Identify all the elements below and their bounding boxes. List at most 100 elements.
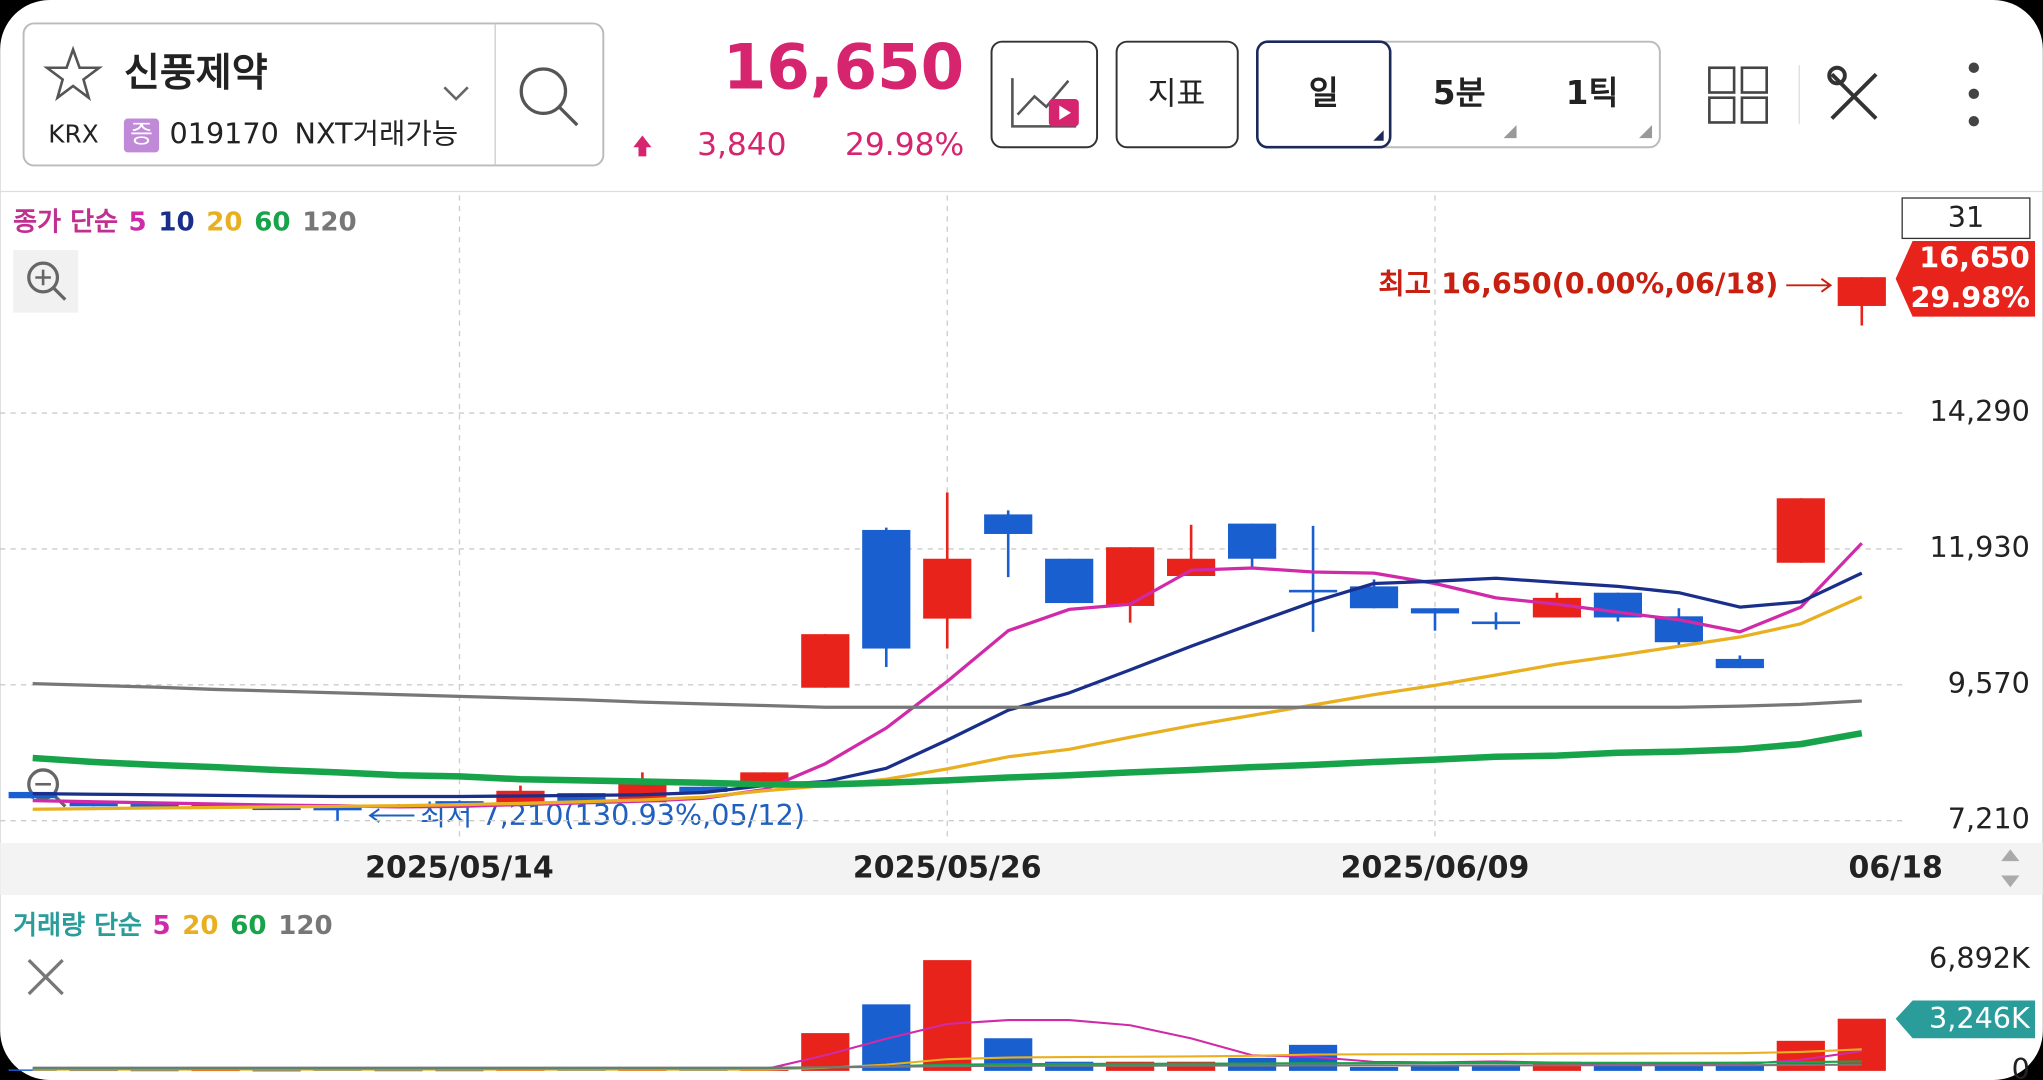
- volume-bar: [1715, 1065, 1764, 1071]
- indicator-label: 지표: [1148, 76, 1206, 112]
- nxt-label: NXT거래가능: [295, 116, 459, 150]
- dot: [1968, 88, 1980, 100]
- day-label: 일: [1309, 74, 1339, 112]
- candle-body: [1837, 277, 1886, 306]
- price-tag-value: 16,650: [1919, 240, 2030, 274]
- volume-tag-value: 3,246K: [1929, 1001, 2031, 1035]
- zoom-glass: [27, 261, 60, 294]
- candle-body: [679, 786, 728, 792]
- 5min-label[interactable]: 5분: [1433, 74, 1486, 112]
- volume-bar: [1776, 1040, 1825, 1071]
- candle-body: [1227, 523, 1277, 559]
- volume-bar: [1532, 1061, 1582, 1071]
- candle-body: [130, 804, 179, 808]
- x-tick-label: 2025/06/09: [1341, 850, 1530, 885]
- legend-item: 60: [230, 911, 266, 941]
- ma-line: [32, 595, 1863, 811]
- price-tag: [1895, 241, 2036, 317]
- ma-line: [32, 1063, 1862, 1069]
- volume-bar: [1471, 1065, 1521, 1071]
- count-box: [1901, 197, 2031, 240]
- ma-line: [32, 571, 1863, 799]
- zoom-in[interactable]: [13, 250, 79, 313]
- candle-body: [1045, 558, 1094, 604]
- layout-button[interactable]: [1708, 66, 1768, 124]
- candle-body: [313, 807, 362, 811]
- current-price: 16,650: [723, 31, 964, 104]
- search-icon-handle: [557, 105, 579, 127]
- scroll-down[interactable]: [2001, 875, 2020, 888]
- zoom-bg: [13, 250, 79, 313]
- volume-bar: [1654, 1065, 1703, 1071]
- volume-bar: [862, 1004, 911, 1071]
- y-tick-label: 7,210: [1948, 802, 2030, 836]
- candle-body: [862, 529, 911, 649]
- legend-item: 60: [254, 207, 290, 237]
- x-tick-label: 2025/05/26: [853, 850, 1042, 885]
- legend-item: 20: [206, 207, 242, 237]
- search-button[interactable]: [519, 67, 579, 127]
- grid-cell: [1708, 96, 1736, 124]
- candle-body: [69, 802, 118, 807]
- stock-name: 신풍제약: [124, 51, 268, 96]
- candle-body: [435, 801, 484, 804]
- legend-title: 거래량 단순: [13, 911, 142, 941]
- chart-play-button[interactable]: [990, 40, 1099, 149]
- y-tick-label: 9,570: [1948, 666, 2030, 700]
- candle-body: [1410, 608, 1460, 614]
- close-volume[interactable]: [27, 958, 64, 996]
- grid-cell: [1740, 66, 1768, 94]
- legend-item: 20: [182, 911, 218, 941]
- change-rate: 29.98%: [845, 127, 964, 163]
- icon-play: [1059, 105, 1072, 120]
- volume-tag: [1895, 1000, 2036, 1039]
- ma-line: [32, 682, 1862, 709]
- tools-button[interactable]: [1827, 65, 1878, 120]
- candle-body: [1288, 589, 1338, 593]
- low-arrow: [368, 808, 415, 823]
- legend-item: 120: [278, 911, 332, 941]
- star-icon[interactable]: [43, 45, 104, 102]
- price-tag-rate: 29.98%: [1910, 281, 2029, 315]
- search-icon: [519, 67, 568, 115]
- stock-selector[interactable]: [22, 22, 605, 167]
- zoom-glass: [27, 768, 60, 801]
- legend-item: 5: [128, 207, 146, 237]
- candle-body: [801, 634, 850, 688]
- market: KRX: [48, 119, 98, 148]
- ma-line: [32, 1048, 1862, 1071]
- volume-bar: [1410, 1064, 1460, 1071]
- x-tick-label: 2025/05/14: [365, 850, 554, 885]
- day-button[interactable]: [1255, 40, 1392, 149]
- x-tick-label: 06/18: [1849, 850, 1943, 885]
- dot: [1968, 62, 1980, 73]
- scroll-up[interactable]: [2001, 849, 2020, 862]
- zoom-plus: [35, 269, 51, 286]
- tool-head: [1827, 65, 1847, 86]
- tick-label[interactable]: 1틱: [1566, 74, 1619, 112]
- legend-item: 10: [158, 207, 194, 237]
- candle-body: [557, 793, 606, 805]
- corner-mark: [1373, 130, 1384, 141]
- candle-body: [1471, 621, 1521, 625]
- y-tick-label: 0: [2012, 1052, 2030, 1080]
- more-button[interactable]: [1968, 62, 1980, 127]
- grid-cell: [1708, 66, 1736, 94]
- indicator-button[interactable]: [1115, 40, 1239, 149]
- volume-bar: [1593, 1064, 1643, 1071]
- x-stroke: [27, 958, 64, 996]
- candle-body: [191, 804, 240, 808]
- candle-body: [984, 514, 1033, 534]
- button-frame: [990, 40, 1099, 149]
- dropdown-icon[interactable]: [443, 86, 469, 101]
- icon-line: [1016, 79, 1070, 116]
- ma-line: [32, 729, 1863, 788]
- legend-title: 종가 단순: [13, 207, 118, 237]
- candle-body: [252, 807, 301, 811]
- volume-bar: [1349, 1067, 1399, 1071]
- stock-code: 019170: [169, 116, 278, 150]
- candle-body: [923, 558, 972, 619]
- up-arrow: [633, 135, 652, 157]
